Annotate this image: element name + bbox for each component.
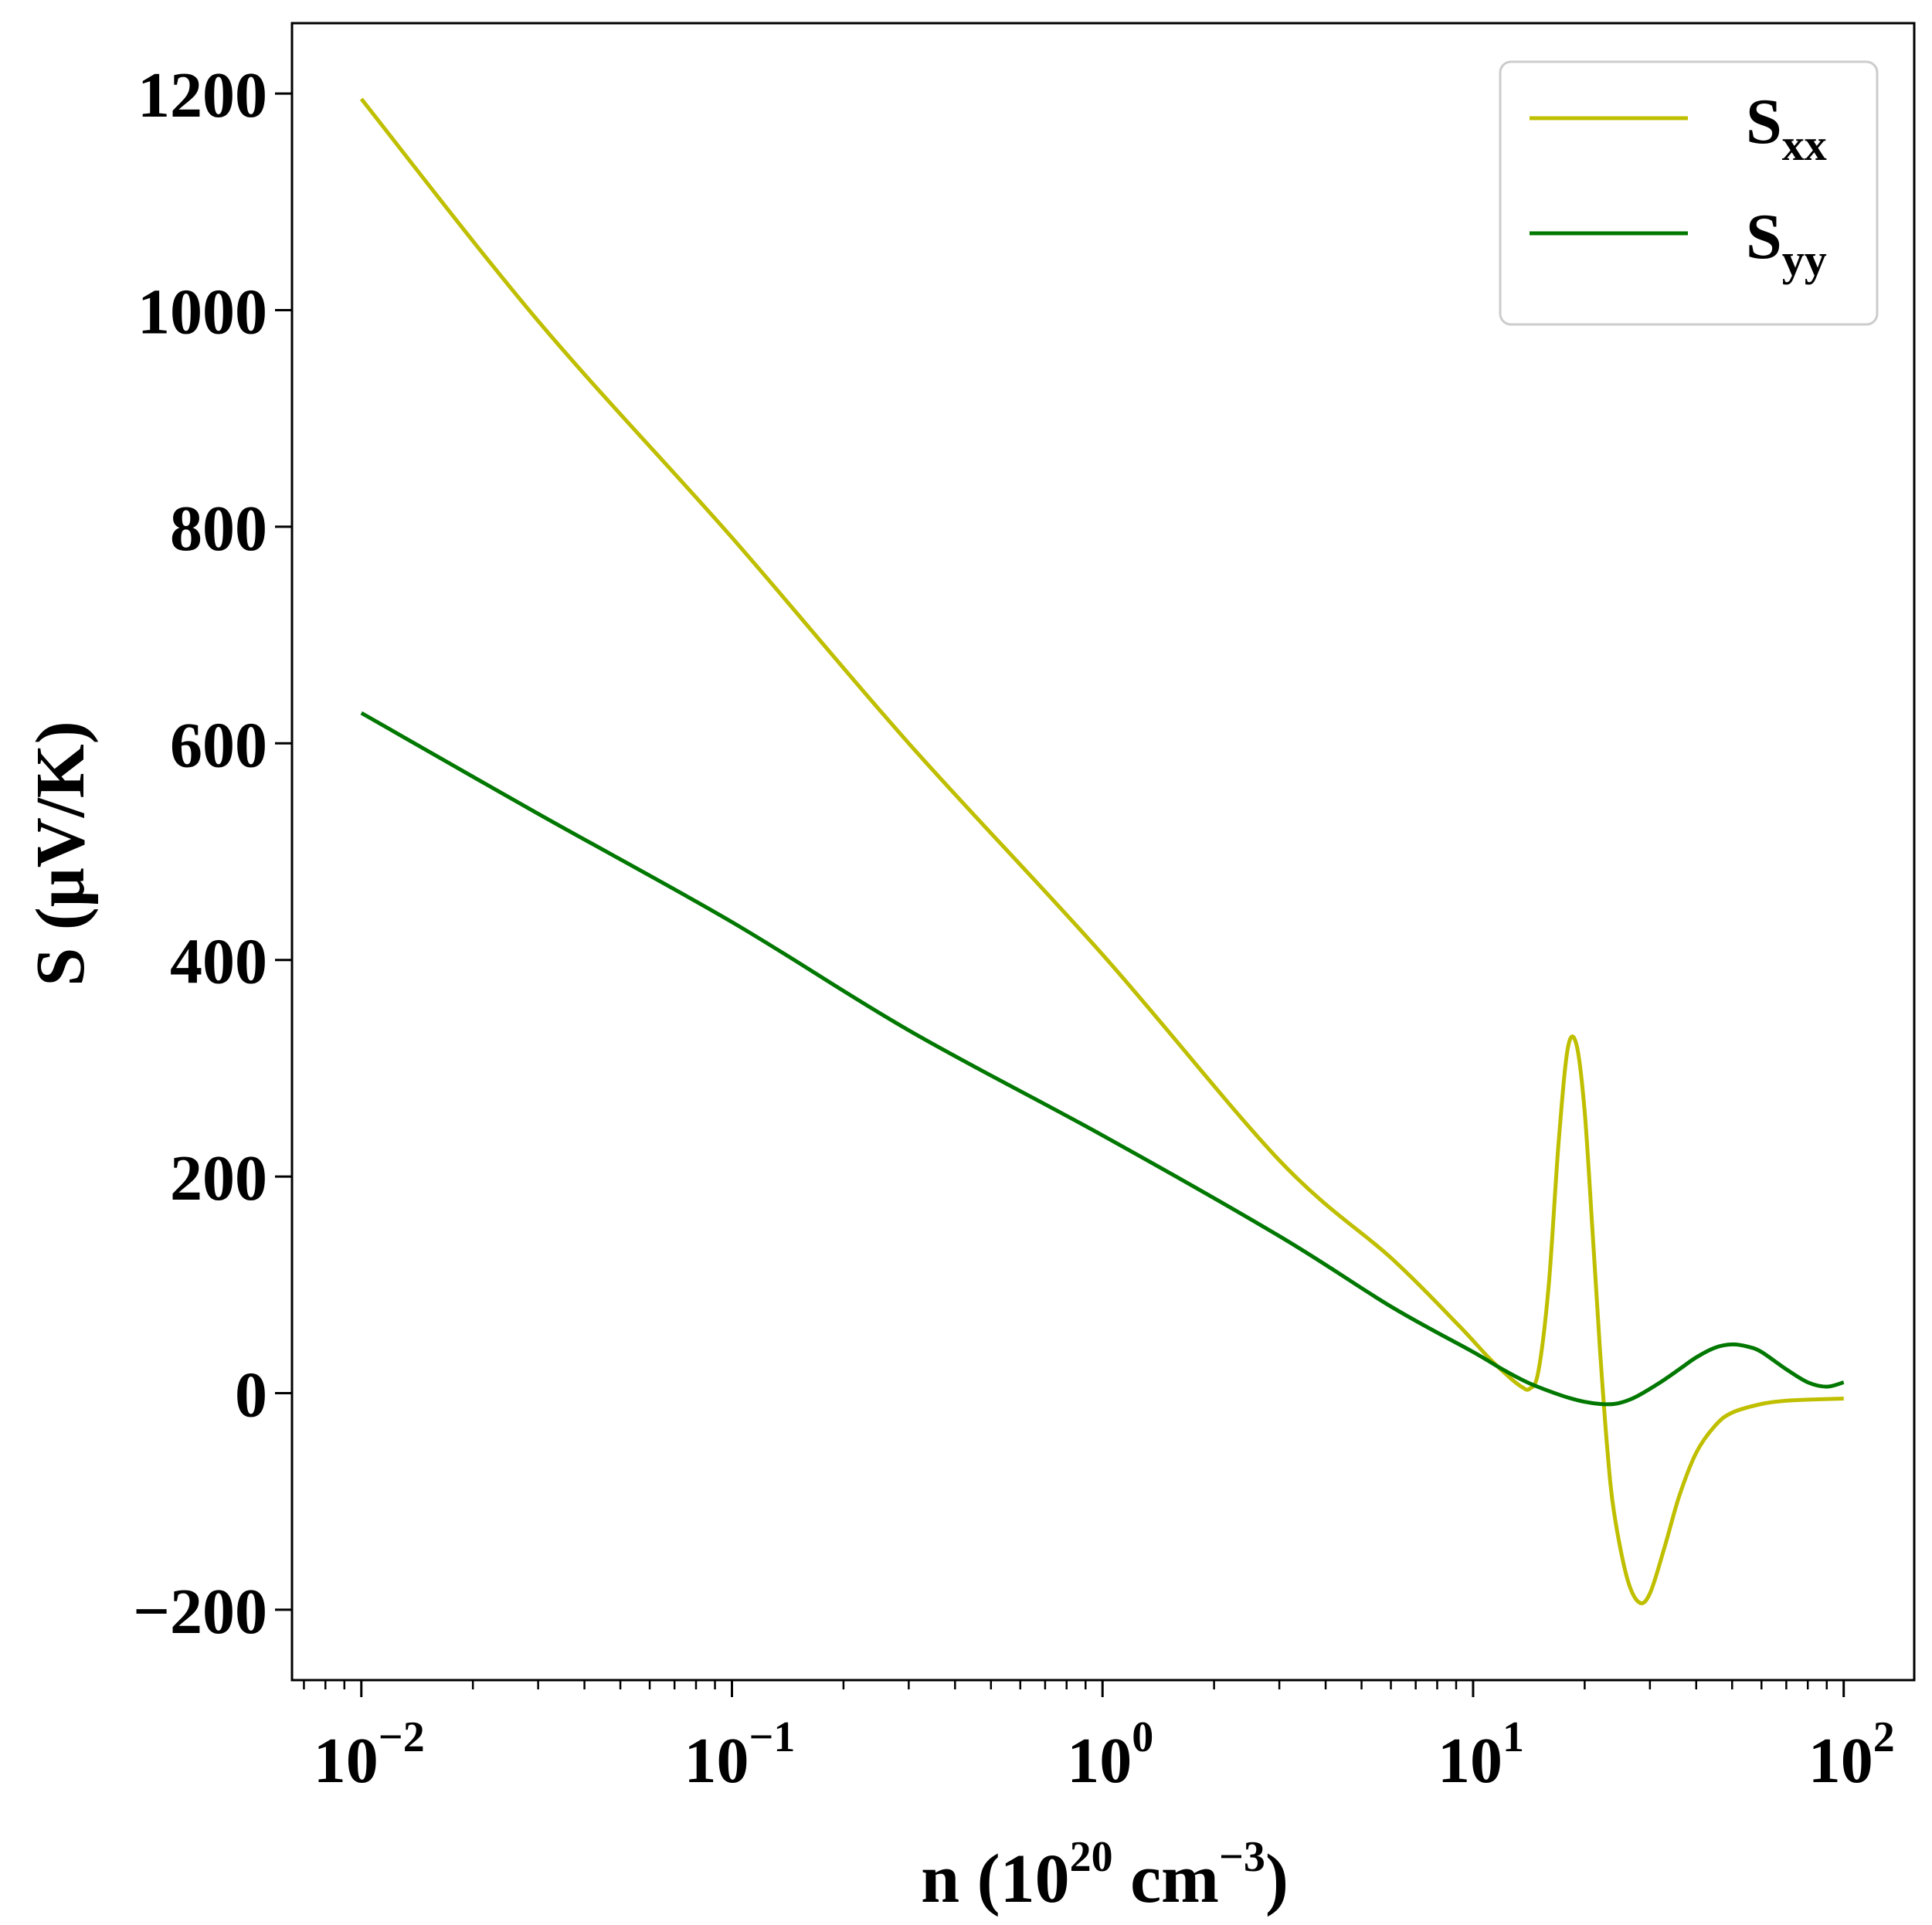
x-axis-ticks: 10−2 10−1 100 101 102 bbox=[314, 1680, 1895, 1797]
x-tick-label: 100 bbox=[1067, 1713, 1153, 1797]
y-tick-label: 800 bbox=[170, 493, 267, 565]
plot-area: 10−2 10−1 100 101 102 −200 0 200 400 600 800 1000 1… bbox=[133, 22, 1916, 1797]
y-tick-label: 0 bbox=[235, 1359, 267, 1431]
legend-box bbox=[1499, 60, 1879, 326]
series-line-sxx bbox=[359, 97, 1844, 1606]
y-tick-label: −200 bbox=[133, 1576, 267, 1648]
x-tick-label: 10−1 bbox=[684, 1713, 796, 1797]
y-tick-label: 600 bbox=[170, 709, 267, 781]
series-line-syy bbox=[360, 711, 1845, 1407]
y-tick-label: 400 bbox=[170, 926, 267, 998]
y-axis-label: S (μV/K) bbox=[22, 721, 99, 986]
legend-label-sxx: Sxx bbox=[1746, 86, 1827, 170]
x-tick-label: 10−2 bbox=[314, 1713, 425, 1797]
y-tick-label: 200 bbox=[170, 1142, 267, 1214]
x-tick-label: 101 bbox=[1438, 1713, 1524, 1797]
x-tick-label: 102 bbox=[1808, 1713, 1895, 1797]
legend: Sxx Syy bbox=[1499, 60, 1879, 326]
y-tick-label: 1200 bbox=[138, 59, 267, 131]
x-axis-label: n (1020 cm−3) bbox=[921, 1833, 1289, 1917]
x-minor-ticks bbox=[303, 1680, 1828, 1689]
series-layer bbox=[359, 97, 1845, 1606]
y-tick-label: 1000 bbox=[138, 277, 267, 348]
legend-label-syy: Syy bbox=[1746, 201, 1827, 285]
y-axis-ticks: −200 0 200 400 600 800 1000 1200 bbox=[133, 59, 292, 1648]
